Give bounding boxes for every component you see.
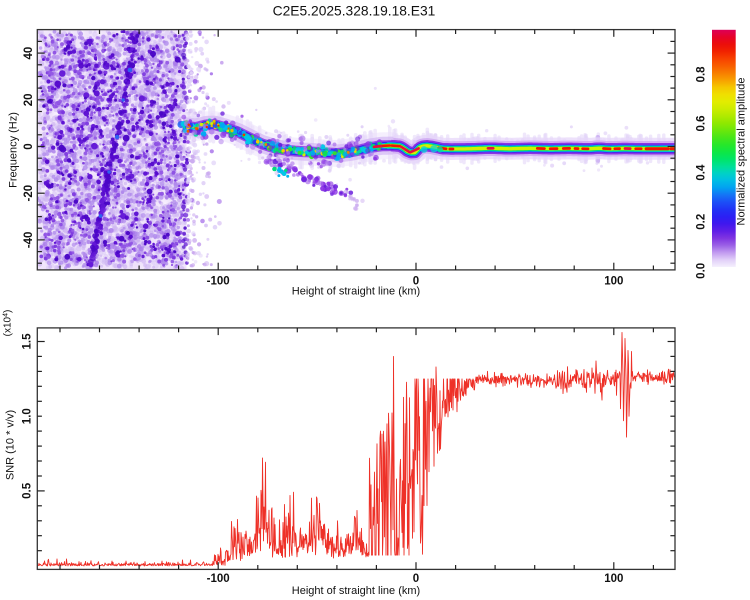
svg-text:C2E5.2025.328.19.18.E31: C2E5.2025.328.19.18.E31 [273,4,436,19]
